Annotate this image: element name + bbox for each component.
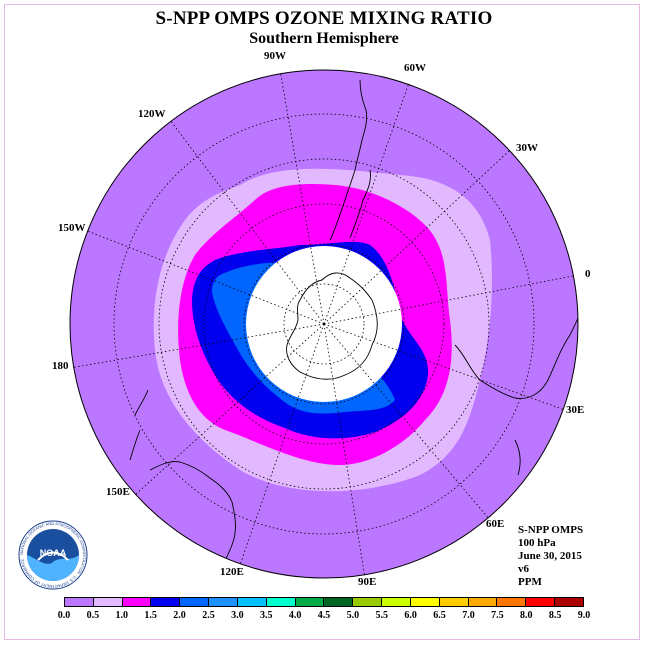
colorbar-tick-label: 5.5	[375, 610, 389, 621]
colorbar-tick-label: 0.0	[57, 610, 71, 621]
colorbar-tick-label: 1.0	[115, 610, 129, 621]
lon-label-0: 0	[585, 268, 591, 280]
colorbar-tick-label: 5.0	[346, 610, 360, 621]
colorbar-tick-label: 7.5	[491, 610, 504, 621]
lon-label-120w: 120W	[138, 108, 166, 120]
longitude-lines	[70, 70, 578, 578]
colorbar-swatch-15	[497, 598, 527, 606]
info-units: PPM	[518, 576, 542, 588]
colorbar-swatch-12	[410, 598, 440, 606]
south-america-east-coastline	[349, 169, 371, 239]
lon-label-60e: 60E	[486, 518, 505, 530]
new-zealand-coastline	[129, 389, 149, 461]
lon-label-150w: 150W	[58, 222, 86, 234]
colorbar-tick-label: 3.5	[259, 610, 273, 621]
lon-label-30w: 30W	[516, 142, 538, 154]
colorbar-swatch-10	[353, 598, 383, 606]
colorbar-swatch-7	[266, 598, 296, 606]
australia-coastline	[149, 461, 236, 578]
colorbar-tick-label: 0.5	[86, 610, 100, 621]
page-subtitle: Southern Hemisphere	[249, 30, 399, 47]
info-block: S-NPP OMPS 100 hPa June 30, 2015 v6 PPM	[518, 524, 583, 589]
colorbar-swatch-2	[122, 598, 152, 606]
latitude-circles	[113, 113, 535, 535]
noaa-logo: NOAA NATIONAL OCEANIC AND ATMOSPHERIC AD…	[18, 520, 88, 590]
colorbar-tick-label: 6.0	[404, 610, 417, 621]
colorbar-tick-label: 1.5	[144, 610, 157, 621]
colorbar-swatch-11	[382, 598, 411, 606]
map-boundary	[69, 69, 579, 579]
colorbar-tick-label: 6.5	[433, 610, 446, 621]
colorbar-swatch-9	[324, 598, 354, 606]
colorbar-tick-label: 2.5	[202, 610, 215, 621]
colorbar-swatch-3	[151, 598, 181, 606]
colorbar-swatch-0	[65, 598, 94, 606]
info-pressure: 100 hPa	[518, 537, 556, 549]
info-instrument: S-NPP OMPS	[518, 524, 584, 536]
colorbar-tick-label: 4.5	[317, 610, 331, 621]
colorbar-tick-label: 8.0	[519, 610, 533, 621]
antarctica-coastline	[286, 272, 378, 380]
colorbar-swatch-14	[468, 598, 498, 606]
colorbar-tick-label: 3.0	[231, 610, 244, 621]
colorbar-tick-label: 4.0	[288, 610, 302, 621]
colorbar-swatch-6	[237, 598, 267, 606]
colorbar-swatch-16	[526, 598, 556, 606]
colorbar-tick-label: 8.5	[548, 610, 562, 621]
colorbar-swatch-13	[439, 598, 469, 606]
coastlines	[129, 79, 578, 578]
lon-label-120e: 120E	[220, 566, 244, 578]
info-date: June 30, 2015	[518, 550, 582, 562]
colorbar-swatch-17	[555, 598, 583, 606]
noaa-logo-text: NOAA	[40, 548, 67, 558]
south-america-coastline	[329, 79, 368, 241]
colorbar-swatch-1	[93, 598, 123, 606]
colorbar-swatch-8	[295, 598, 325, 606]
colorbar-ticks: 0.0 0.5 1.0 1.5 2.0 2.5 3.0 3.5 4.0 4.5 5.0 5.5 6.0 6…	[58, 610, 591, 624]
lon-label-180: 180	[52, 360, 69, 372]
plot-frame	[4, 4, 640, 640]
lon-label-60w: 60W	[404, 62, 426, 74]
colorbar-tick-label: 7.0	[462, 610, 475, 621]
africa-coastline	[454, 317, 578, 399]
lon-label-90e: 90E	[358, 576, 377, 588]
lon-label-90w: 90W	[264, 50, 286, 62]
colorbar-tick-label: 9.0	[577, 610, 591, 621]
colorbar-swatch-5	[209, 598, 238, 606]
page-title: S-NPP OMPS OZONE MIXING RATIO	[155, 8, 493, 29]
info-version: v6	[518, 563, 529, 575]
colorbar	[64, 597, 584, 607]
madagascar-coastline	[514, 439, 521, 476]
colorbar-tick-label: 2.0	[173, 610, 186, 621]
lon-label-30e: 30E	[566, 404, 585, 416]
colorbar-swatch-4	[180, 598, 210, 606]
lon-label-150e: 150E	[106, 486, 130, 498]
